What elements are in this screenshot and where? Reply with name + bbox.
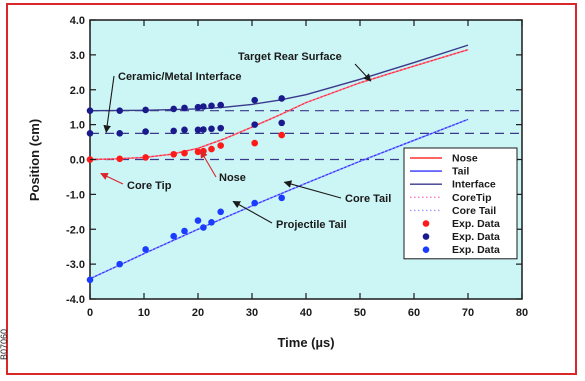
- legend-swatch: [422, 220, 430, 227]
- data-point-series-7: [200, 224, 207, 231]
- data-point-series-6: [208, 102, 215, 110]
- legend-box: [403, 147, 518, 260]
- data-point-series-6: [194, 103, 202, 111]
- data-point-series-6: [278, 119, 286, 127]
- annotation-arrow: [354, 63, 372, 82]
- legend-label: Interface: [452, 179, 496, 191]
- data-point-series-7: [251, 199, 258, 207]
- x-tick-label: 60: [408, 307, 420, 319]
- data-point-series-7: [116, 260, 123, 268]
- legend-label: CoreTip: [452, 192, 491, 204]
- x-tick-label: 20: [192, 307, 204, 319]
- annotation-label: Projectile Tail: [276, 219, 347, 231]
- x-tick-label: 80: [516, 307, 528, 319]
- data-point-series-5: [194, 148, 202, 156]
- data-point-series-7: [181, 227, 188, 235]
- data-point-series-5: [278, 131, 286, 139]
- y-axis-title: Position (cm): [27, 119, 42, 201]
- annotation-label: Target Rear Surface: [238, 51, 342, 63]
- x-tick-label: 0: [87, 307, 93, 319]
- data-point-series-6: [86, 130, 94, 137]
- x-tick-label: 30: [246, 307, 258, 319]
- data-point-series-7: [194, 217, 202, 224]
- legend-label: Tail: [452, 166, 469, 178]
- data-point-series-5: [181, 149, 188, 157]
- data-point-series-6: [170, 105, 177, 113]
- data-point-series-6: [251, 96, 258, 104]
- data-point-series-6: [200, 103, 207, 110]
- legend-label: Core Tail: [452, 205, 496, 217]
- data-point-series-5: [208, 145, 215, 153]
- y-tick-label: -2.0: [66, 224, 85, 236]
- data-point-series-6: [142, 128, 149, 135]
- annotation-arrow: [103, 75, 115, 134]
- data-point-series-5: [217, 142, 224, 149]
- legend-label: Nose: [452, 153, 478, 165]
- legend-swatch: [422, 233, 430, 240]
- data-point-series-6: [181, 104, 188, 112]
- data-point-series-5: [116, 155, 123, 163]
- annotation-label: Core Tail: [345, 193, 391, 205]
- annotation-arrow: [283, 180, 342, 199]
- data-point-series-6: [116, 107, 123, 114]
- data-point-series-6: [181, 126, 188, 134]
- annotation-arrow: [232, 200, 273, 224]
- data-point-series-6: [217, 124, 224, 132]
- x-tick-label: 50: [354, 307, 366, 319]
- data-point-series-7: [142, 246, 149, 253]
- data-point-series-7: [170, 232, 177, 240]
- x-tick-label: 10: [138, 307, 150, 319]
- data-point-series-6: [217, 101, 224, 109]
- y-tick-label: 3.0: [70, 50, 85, 62]
- annotation-arrow: [100, 172, 124, 185]
- annotation-label: Nose: [219, 172, 246, 184]
- data-point-series-6: [208, 125, 215, 133]
- y-tick-label: 2.0: [70, 85, 85, 97]
- data-point-series-7: [278, 194, 286, 202]
- data-point-series-7: [208, 218, 215, 226]
- legend-label: Exp. Data: [452, 231, 500, 243]
- data-point-series-6: [200, 126, 207, 133]
- y-tick-label: 1.0: [70, 120, 85, 132]
- legend-label: Exp. Data: [452, 218, 500, 230]
- data-point-series-6: [278, 95, 286, 102]
- series-line-core-tail: [90, 118, 469, 280]
- data-point-series-7: [86, 276, 94, 284]
- data-point-series-6: [194, 126, 202, 134]
- data-point-series-6: [142, 106, 149, 114]
- y-tick-label: 0.0: [70, 155, 85, 167]
- legend-label: Exp. Data: [452, 244, 500, 256]
- data-point-series-5: [170, 150, 177, 158]
- y-tick-label: -1.0: [66, 189, 85, 201]
- x-tick-label: 40: [300, 307, 312, 319]
- data-point-series-5: [251, 139, 258, 147]
- data-point-series-6: [251, 121, 258, 128]
- x-axis-title: Time (µs): [277, 335, 334, 350]
- annotation-label: Ceramic/Metal Interface: [118, 71, 242, 83]
- data-point-series-6: [116, 130, 123, 137]
- y-tick-label: -3.0: [66, 259, 85, 271]
- data-point-series-5: [142, 154, 149, 161]
- legend-swatch: [422, 246, 430, 253]
- annotation-label: Core Tip: [127, 180, 172, 192]
- data-point-series-6: [170, 127, 177, 135]
- annotation-arrow: [200, 150, 217, 178]
- y-tick-label: -4.0: [66, 294, 85, 306]
- data-point-series-6: [86, 107, 94, 114]
- data-point-series-7: [217, 208, 224, 216]
- x-tick-label: 70: [462, 307, 474, 319]
- y-tick-label: 4.0: [70, 15, 85, 27]
